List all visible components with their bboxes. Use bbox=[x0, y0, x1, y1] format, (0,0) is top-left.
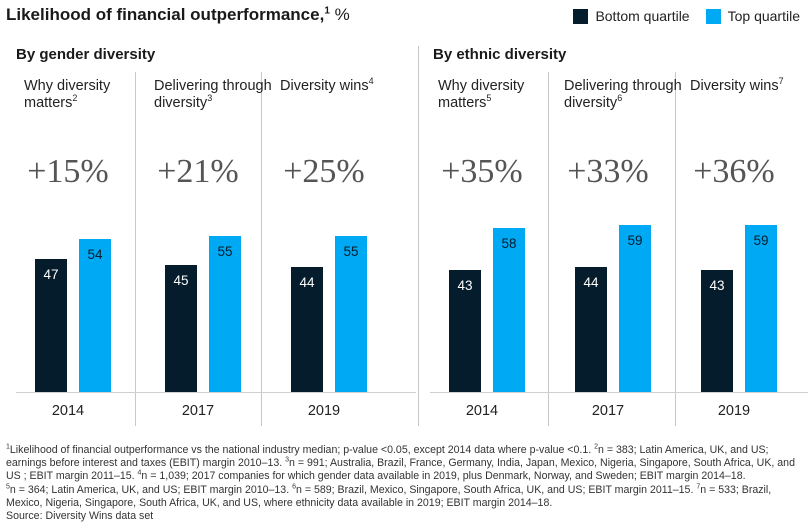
footnote-4-marker: 4 bbox=[137, 469, 142, 477]
bottom-quartile-bar: 44 bbox=[575, 267, 607, 392]
panel-uplift-label: +36% bbox=[693, 153, 775, 190]
top-quartile-bar: 55 bbox=[335, 236, 367, 392]
x-axis-baseline bbox=[430, 392, 808, 393]
panel-divider bbox=[135, 72, 136, 426]
footnote-3: 3n = 991; Australia, Brazil, France, Ger… bbox=[6, 456, 795, 483]
footnote-7-marker: 7 bbox=[696, 483, 701, 491]
panel-uplift-label: +33% bbox=[567, 153, 649, 190]
footnote-1-text: Likelihood of financial outperformance v… bbox=[9, 444, 595, 456]
footnote-5: 5n = 364; Latin America, UK, and US; EBI… bbox=[6, 483, 293, 496]
panel-study-title: Delivering through diversity6 bbox=[564, 78, 682, 112]
top-quartile-bar-value-label: 58 bbox=[501, 235, 517, 251]
footnote-7-text: n = 533; Brazil, Mexico, Nigeria, Singap… bbox=[6, 483, 772, 509]
footnote-7: 7n = 533; Brazil, Mexico, Nigeria, Singa… bbox=[6, 483, 772, 509]
panel-year-label: 2019 bbox=[717, 403, 751, 419]
bottom-quartile-bar-value-label: 44 bbox=[299, 275, 315, 291]
bottom-quartile-bar-value-label: 44 bbox=[583, 275, 599, 291]
legend-item-bottom-quartile: Bottom quartile bbox=[573, 8, 690, 24]
panel-divider bbox=[675, 72, 676, 426]
bottom-quartile-bar: 44 bbox=[291, 267, 323, 392]
panel-study-footnote-ref: 7 bbox=[778, 76, 784, 87]
top-quartile-bar: 58 bbox=[493, 227, 525, 392]
footnote-5-text: n = 364; Latin America, UK, and US; EBIT… bbox=[9, 483, 293, 496]
chart-title: Likelihood of financial outperformance,1… bbox=[6, 5, 350, 25]
bottom-quartile-bar-value-label: 43 bbox=[457, 278, 473, 294]
panel-year-label: 2017 bbox=[591, 403, 625, 419]
top-quartile-bar-value-label: 55 bbox=[217, 244, 233, 260]
top-quartile-bar: 54 bbox=[79, 239, 111, 392]
panel-study-title-text: Why diversity matters bbox=[24, 78, 111, 111]
x-axis-baseline bbox=[16, 392, 416, 393]
panel-study-title: Diversity wins7 bbox=[690, 76, 808, 95]
panel-study-footnote-ref: 3 bbox=[207, 93, 213, 104]
footnote-2-text: n = 383; Latin America, UK, and US; earn… bbox=[6, 444, 769, 470]
panel-divider bbox=[548, 72, 549, 426]
group-title-ethnic: By ethnic diversity bbox=[433, 46, 567, 63]
panel-uplift-label: +25% bbox=[283, 153, 365, 190]
bottom-quartile-bar: 47 bbox=[35, 258, 67, 392]
footnote-2-marker: 2 bbox=[594, 443, 599, 451]
footnote-1-marker: 1 bbox=[6, 443, 10, 451]
top-quartile-bar-value-label: 55 bbox=[343, 244, 359, 260]
footnote-6-text: n = 589; Brazil, Mexico, Singapore, Sout… bbox=[296, 483, 697, 496]
group-divider bbox=[418, 46, 419, 426]
footnote-6: 6n = 589; Brazil, Mexico, Singapore, Sou… bbox=[292, 483, 697, 496]
footnote-2: 2n = 383; Latin America, UK, and US; ear… bbox=[6, 443, 769, 470]
legend-swatch-bottom-quartile bbox=[573, 8, 589, 24]
bottom-quartile-bar-value-label: 43 bbox=[709, 278, 725, 294]
legend-item-top-quartile: Top quartile bbox=[705, 8, 800, 24]
footnote-1: 1Likelihood of financial outperformance … bbox=[6, 443, 595, 456]
panel-study-title-text: Delivering through diversity bbox=[154, 78, 272, 111]
footnotes: 1Likelihood of financial outperformance … bbox=[6, 443, 806, 523]
top-quartile-bar-value-label: 54 bbox=[87, 247, 103, 263]
top-quartile-bar: 59 bbox=[745, 225, 777, 392]
footnote-4-text: n = 1,039; 2017 companies for which gend… bbox=[141, 470, 746, 483]
panel-year-label: 2019 bbox=[307, 403, 341, 419]
panel-year-label: 2014 bbox=[465, 403, 499, 419]
panel-study-footnote-ref: 2 bbox=[72, 93, 78, 104]
footnote-3-marker: 3 bbox=[285, 456, 290, 464]
legend-label-top-quartile: Top quartile bbox=[727, 8, 800, 24]
source-note: Source: Diversity Wins data set bbox=[6, 510, 154, 523]
panel-study-footnote-ref: 6 bbox=[617, 93, 623, 104]
panel-uplift-label: +35% bbox=[441, 153, 523, 190]
panel-study-title-text: Diversity wins bbox=[280, 78, 369, 94]
footnote-5-marker: 5 bbox=[6, 483, 10, 491]
legend-swatch-top-quartile bbox=[705, 8, 721, 24]
panel-study-title: Delivering through diversity3 bbox=[154, 78, 272, 112]
footnote-4: 4n = 1,039; 2017 companies for which gen… bbox=[137, 469, 746, 483]
panel-uplift-label: +21% bbox=[157, 153, 239, 190]
bottom-quartile-bar: 43 bbox=[449, 270, 481, 392]
legend-label-bottom-quartile: Bottom quartile bbox=[595, 8, 690, 24]
top-quartile-bar-value-label: 59 bbox=[753, 233, 769, 249]
panel-divider bbox=[261, 72, 262, 426]
panel-study-title: Diversity wins4 bbox=[280, 76, 398, 95]
top-quartile-bar: 59 bbox=[619, 225, 651, 392]
panel-study-footnote-ref: 4 bbox=[368, 76, 374, 87]
top-quartile-bar: 55 bbox=[209, 236, 241, 392]
panel-study-title-text: Diversity wins bbox=[690, 78, 779, 94]
panel-study-title: Why diversity matters5 bbox=[438, 78, 556, 112]
panel-study-title-text: Delivering through diversity bbox=[564, 78, 682, 111]
panel-year-label: 2014 bbox=[51, 403, 85, 419]
group-title-gender: By gender diversity bbox=[16, 46, 156, 63]
chart-title-footnote-ref: 1 bbox=[324, 5, 330, 17]
bottom-quartile-bar-value-label: 45 bbox=[173, 272, 189, 288]
panel-study-title: Why diversity matters2 bbox=[24, 78, 142, 112]
panel-study-footnote-ref: 5 bbox=[486, 93, 492, 104]
panel-uplift-label: +15% bbox=[27, 153, 109, 190]
top-quartile-bar-value-label: 59 bbox=[627, 233, 643, 249]
legend: Bottom quartile Top quartile bbox=[557, 8, 800, 24]
panel-year-label: 2017 bbox=[181, 403, 215, 419]
panel-study-title-text: Why diversity matters bbox=[438, 78, 525, 111]
bottom-quartile-bar: 45 bbox=[165, 264, 197, 392]
chart-title-text: Likelihood of financial outperformance, bbox=[6, 5, 325, 24]
bottom-quartile-bar: 43 bbox=[701, 270, 733, 392]
chart-title-unit: % bbox=[334, 5, 350, 24]
footnote-3-text: n = 991; Australia, Brazil, France, Germ… bbox=[6, 457, 795, 483]
bottom-quartile-bar-value-label: 47 bbox=[43, 266, 59, 282]
footnote-6-marker: 6 bbox=[292, 483, 296, 491]
